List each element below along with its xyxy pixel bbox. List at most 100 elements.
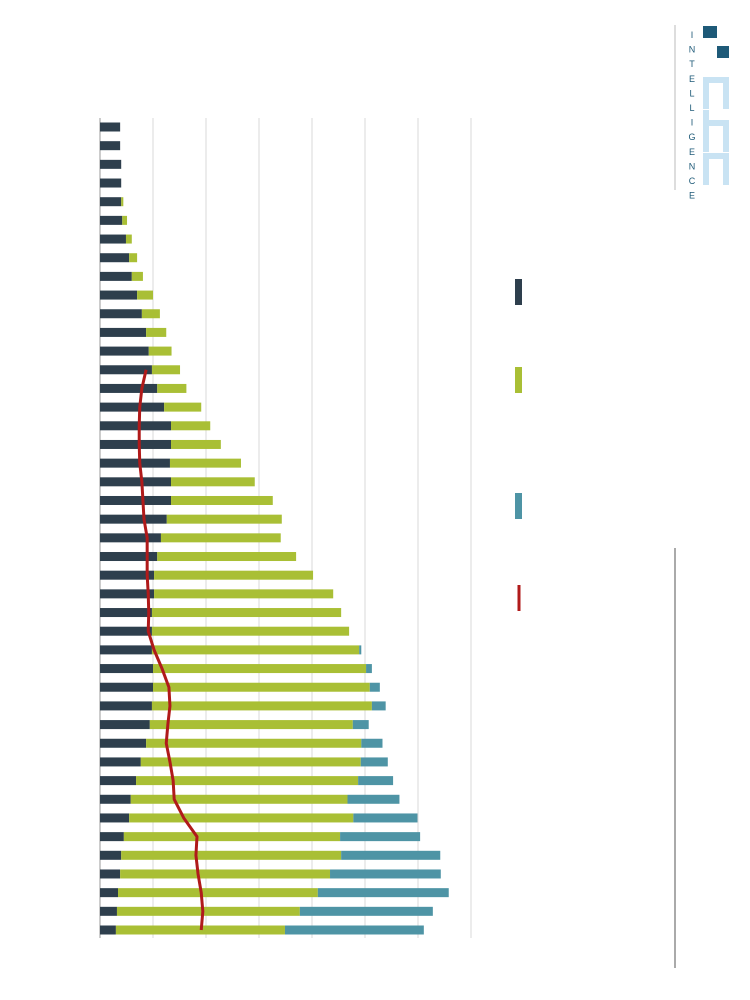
bar-segment [100, 608, 152, 618]
bar-segment [153, 664, 367, 674]
bar-segment [171, 439, 221, 449]
bar-segment [100, 925, 116, 935]
bar-segment [171, 421, 211, 431]
bar-segment [100, 271, 132, 281]
bar-segment [118, 888, 318, 898]
bar-segment [100, 141, 121, 151]
bar-segment [100, 888, 119, 898]
legend-swatch [515, 493, 522, 519]
bar-segment [137, 290, 153, 300]
bar-segment [100, 458, 170, 468]
bar-segment [171, 477, 255, 487]
bar-segment [100, 439, 172, 449]
logo-mark [703, 26, 729, 185]
bar-segment [371, 701, 386, 711]
bar-segment [100, 327, 147, 337]
bar-segment [100, 346, 149, 356]
bar-segment [129, 253, 138, 263]
bar-segment [353, 813, 418, 823]
bar-segment [100, 197, 122, 207]
bar-segment [100, 720, 150, 730]
bar-segment [121, 850, 342, 860]
bar-segment [169, 458, 241, 468]
bar-segment [100, 589, 155, 599]
bar-segment [100, 794, 131, 804]
bar-segment [120, 869, 331, 879]
bar-segment [100, 290, 138, 300]
bar-segment [157, 383, 187, 393]
bar-segment [100, 253, 130, 263]
bar-segment [358, 776, 394, 786]
bar-segment [146, 738, 362, 748]
bar-segment [154, 589, 334, 599]
bar-segment [340, 832, 421, 842]
bar-segment [123, 832, 341, 842]
bar-segment [131, 271, 143, 281]
bar-segment [149, 720, 353, 730]
bar-segment [100, 552, 158, 562]
bar-segment [100, 776, 137, 786]
bar-segment [160, 533, 281, 543]
bar-segment [100, 122, 121, 132]
bar-segment [100, 514, 167, 524]
bar-segment [100, 813, 130, 823]
bar-segment [151, 701, 372, 711]
bar-segment [115, 925, 285, 935]
bar-segment [100, 495, 172, 505]
bar-segment [166, 514, 282, 524]
bar-segment [100, 701, 152, 711]
bar-segment [360, 757, 388, 767]
bar-segment [352, 720, 369, 730]
bar-segment [100, 682, 153, 692]
bar-segment [154, 570, 314, 580]
bar-segment [164, 402, 202, 412]
line [137, 369, 205, 931]
bar-segment [100, 850, 122, 860]
bar-segment [100, 906, 117, 916]
bar-segment [146, 327, 167, 337]
bar-segment [100, 383, 158, 393]
logo-text: INTELLIGENCE [687, 30, 697, 206]
bar-segment [151, 626, 350, 636]
bar-segment [129, 813, 354, 823]
bar-segment [299, 906, 433, 916]
bar-segment [284, 925, 424, 935]
bar-segment [361, 738, 383, 748]
bar-segment [151, 645, 360, 655]
bar-segment [100, 869, 121, 879]
bar-segment [157, 552, 297, 562]
bar-segment [100, 159, 122, 169]
bar-segment [369, 682, 380, 692]
bar-segment [148, 346, 172, 356]
bar-segment [100, 626, 152, 636]
bar-segment [140, 757, 361, 767]
bar-segment [100, 832, 124, 842]
bar-segment [116, 906, 300, 916]
bar-segment [366, 664, 372, 674]
bar-segment [136, 776, 359, 786]
legend-swatch [515, 279, 522, 305]
bar-segment [359, 645, 362, 655]
bar-segment [317, 888, 449, 898]
bar-segment [100, 664, 153, 674]
bar-segment [330, 869, 441, 879]
bar-segment [171, 495, 273, 505]
bar-segment [130, 794, 348, 804]
legend-swatch [515, 367, 522, 393]
bar-segment [100, 234, 126, 244]
bar-segment [151, 608, 342, 618]
bar-segment [100, 178, 122, 188]
bar-segment [122, 215, 128, 225]
bar-segment [153, 682, 370, 692]
bar-segment [100, 570, 155, 580]
bar-segment [100, 421, 172, 431]
bar-segment [100, 757, 141, 767]
bar-segment [100, 365, 152, 375]
bar-segment [100, 402, 165, 412]
bar-segment [100, 738, 147, 748]
bar-segment [100, 215, 123, 225]
bar-segment [151, 365, 181, 375]
bar-segment [100, 645, 152, 655]
